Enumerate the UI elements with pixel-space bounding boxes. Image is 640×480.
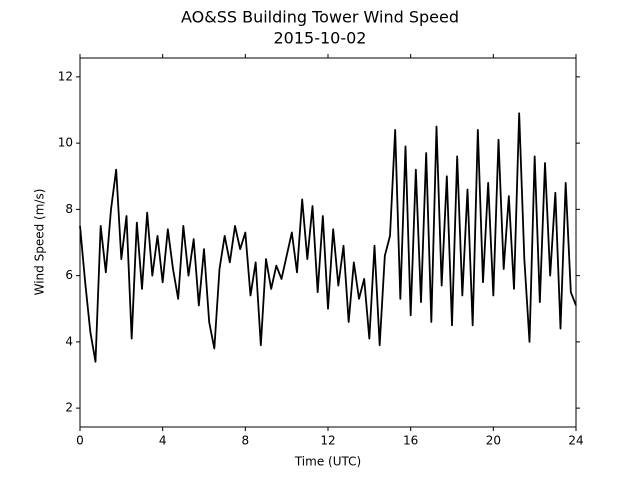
y-tick-label: 12 [58,69,73,83]
y-tick-label: 10 [58,136,73,150]
x-axis-label: Time (UTC) [294,455,361,469]
x-tick-label: 16 [403,434,418,448]
chart-subtitle: 2015-10-02 [274,29,367,48]
y-tick-label: 8 [65,202,73,216]
y-tick-label: 2 [65,401,73,415]
y-tick-label: 6 [65,268,73,282]
plot-frame [79,57,577,428]
x-tick-label: 24 [568,434,583,448]
x-tick-label: 0 [76,434,84,448]
chart-title: AO&SS Building Tower Wind Speed [181,8,459,27]
x-tick-label: 20 [486,434,501,448]
y-axis-label: Wind Speed (m/s) [33,189,47,296]
x-tick-label: 8 [242,434,250,448]
line-series [79,112,577,363]
x-tick-label: 12 [320,434,335,448]
y-tick-label: 4 [65,334,73,348]
x-tick-label: 4 [159,434,167,448]
